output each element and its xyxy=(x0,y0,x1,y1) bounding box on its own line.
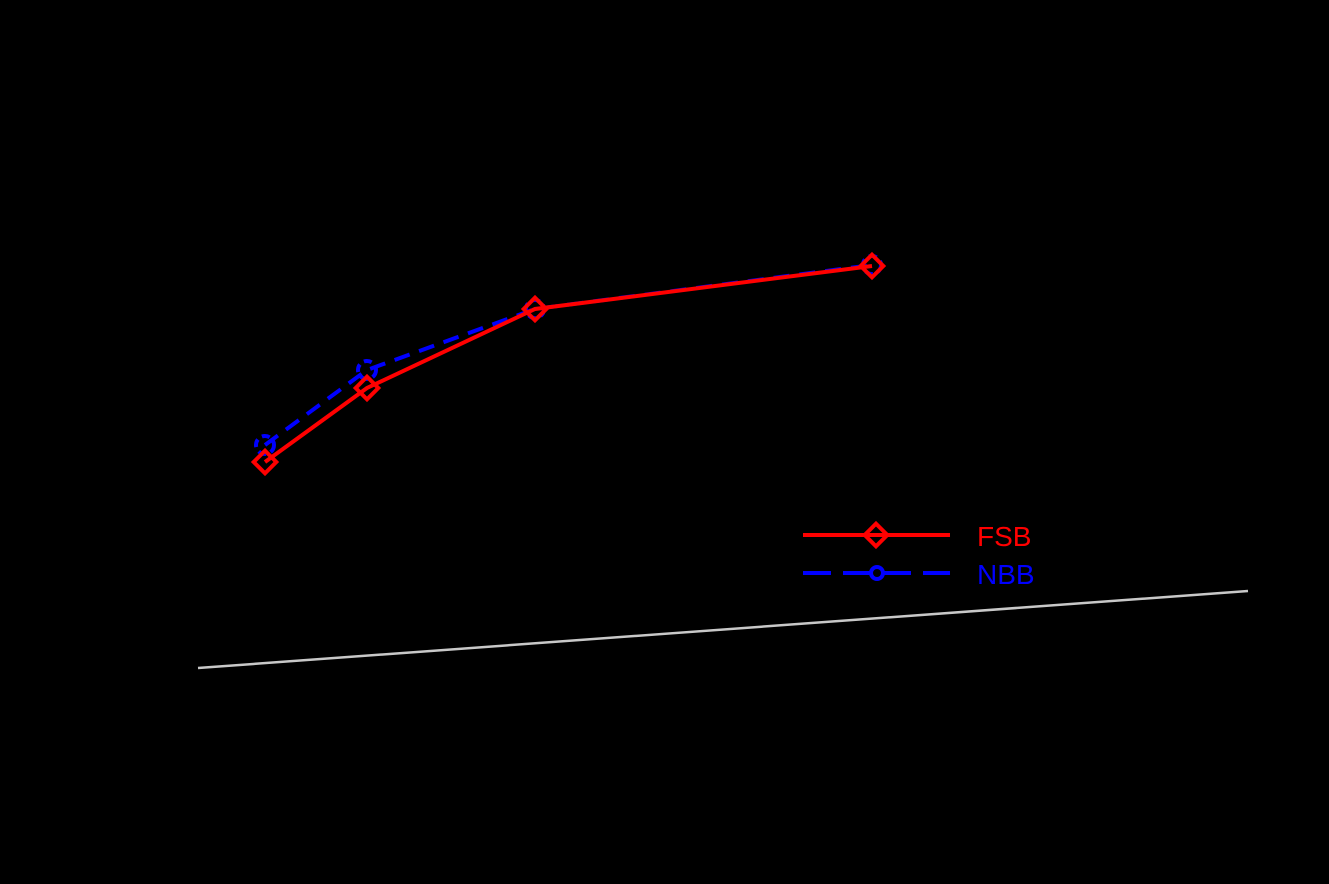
legend-nbb-label: NBB xyxy=(977,559,1035,590)
legend-nbb-circle-icon xyxy=(869,565,885,581)
diamond-marker-icon xyxy=(352,373,382,403)
diamond-marker-icon xyxy=(857,251,887,281)
legend-fsb-label: FSB xyxy=(977,521,1031,552)
diamond-marker-icon xyxy=(250,447,280,477)
legend-fsb-diamond-icon xyxy=(861,520,891,550)
circle-marker-icon xyxy=(254,434,276,456)
diamond-marker-icon xyxy=(520,294,550,324)
series-fsb xyxy=(250,251,887,477)
series-line xyxy=(263,264,873,464)
series-layer xyxy=(250,251,887,477)
reference-line xyxy=(197,589,1249,670)
legend: FSB NBB xyxy=(803,520,1035,590)
